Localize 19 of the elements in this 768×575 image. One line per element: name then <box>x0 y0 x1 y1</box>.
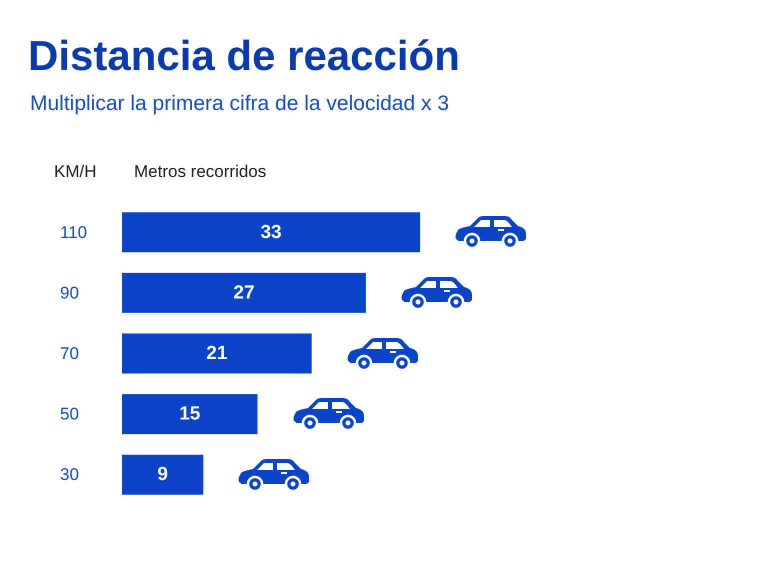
y-tick-label: 110 <box>60 222 88 242</box>
chart-subtitle: Multiplicar la primera cifra de la velocidad x 3 <box>30 92 450 116</box>
y-axis-title: KM/H <box>54 162 96 182</box>
bar <box>122 454 204 495</box>
bar <box>122 394 258 434</box>
bar <box>122 334 312 374</box>
data-label: 21 <box>206 343 228 364</box>
data-label: 27 <box>233 282 255 304</box>
data-label: 33 <box>260 222 282 243</box>
y-tick-label: 70 <box>60 344 79 363</box>
data-label: 9 <box>157 464 168 486</box>
y-tick-label: 30 <box>60 465 79 484</box>
data-label: 15 <box>179 404 201 425</box>
chart-title: Distancia de reacción <box>28 32 460 80</box>
y-tick-label: 50 <box>60 404 79 424</box>
x-axis-title: Metros recorridos <box>134 162 266 182</box>
bar <box>122 272 366 313</box>
bar <box>122 212 420 252</box>
y-tick-label: 90 <box>60 283 79 302</box>
